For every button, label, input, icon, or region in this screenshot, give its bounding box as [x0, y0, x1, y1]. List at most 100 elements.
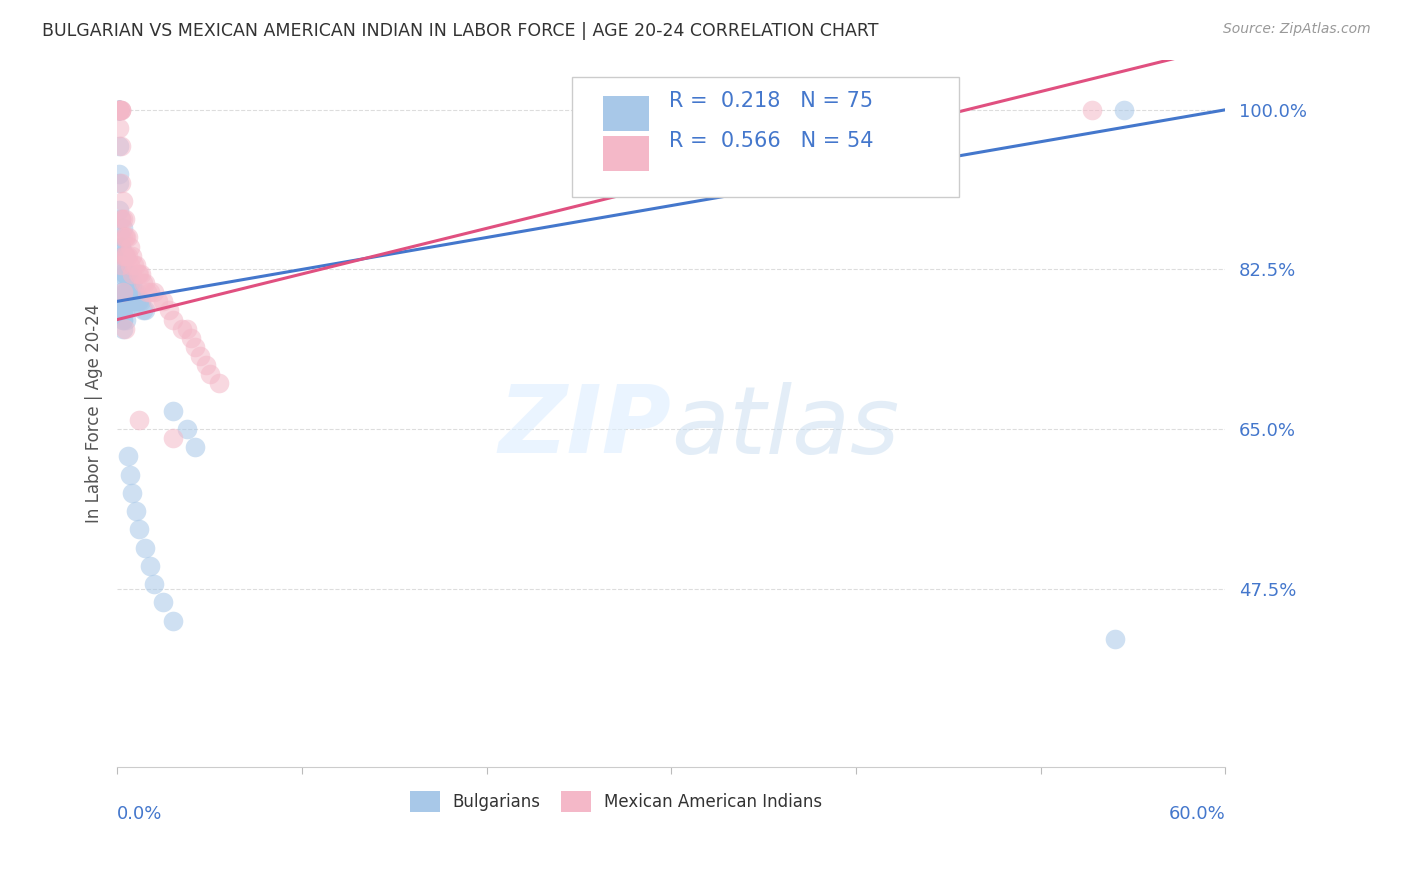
Point: [115, 249, 138, 263]
Point: [111, 303, 134, 318]
Point: [110, 212, 132, 227]
FancyBboxPatch shape: [603, 136, 650, 171]
Point: [110, 103, 132, 117]
Point: [110, 285, 132, 300]
Point: [134, 276, 156, 290]
Point: [120, 258, 142, 272]
Point: [127, 294, 149, 309]
Point: [114, 267, 136, 281]
Point: [110, 285, 132, 300]
Point: [114, 322, 136, 336]
Point: [111, 230, 134, 244]
Point: [162, 404, 184, 418]
Point: [110, 249, 132, 263]
Point: [121, 276, 143, 290]
Point: [108, 139, 131, 153]
Point: [117, 230, 139, 244]
Point: [114, 267, 136, 281]
Point: [110, 212, 132, 227]
Point: [124, 294, 146, 309]
Text: R =  0.566   N = 54: R = 0.566 N = 54: [669, 131, 873, 151]
Point: [111, 294, 134, 309]
Point: [110, 103, 132, 117]
Point: [1081, 103, 1104, 117]
Point: [139, 558, 162, 573]
Point: [111, 221, 134, 235]
Point: [143, 285, 166, 300]
Point: [152, 294, 174, 309]
Text: atlas: atlas: [671, 382, 900, 473]
Point: [122, 285, 145, 300]
Point: [121, 486, 143, 500]
Point: [170, 322, 193, 336]
Point: [111, 322, 134, 336]
Point: [208, 376, 231, 391]
Point: [114, 285, 136, 300]
Point: [111, 285, 134, 300]
Point: [110, 294, 132, 309]
Point: [108, 121, 131, 136]
Point: [108, 167, 131, 181]
Point: [128, 413, 150, 427]
Point: [194, 358, 217, 372]
Point: [120, 285, 142, 300]
Point: [121, 249, 143, 263]
Point: [135, 285, 157, 300]
Point: [1104, 632, 1126, 646]
Point: [146, 294, 169, 309]
Point: [110, 303, 132, 318]
Point: [108, 103, 131, 117]
Point: [122, 294, 145, 309]
Point: [176, 422, 198, 436]
Point: [132, 303, 155, 318]
Point: [117, 294, 139, 309]
Point: [108, 103, 131, 117]
Point: [162, 614, 184, 628]
Point: [114, 303, 136, 318]
Point: [128, 267, 150, 281]
Point: [108, 103, 131, 117]
FancyBboxPatch shape: [572, 78, 959, 197]
Point: [114, 230, 136, 244]
Text: 0.0%: 0.0%: [117, 805, 163, 823]
Point: [122, 258, 145, 272]
Text: 60.0%: 60.0%: [1168, 805, 1226, 823]
Point: [110, 239, 132, 253]
Point: [108, 103, 131, 117]
Point: [117, 267, 139, 281]
Point: [184, 340, 207, 354]
Text: R =  0.218   N = 75: R = 0.218 N = 75: [669, 91, 873, 111]
Point: [124, 504, 146, 518]
Point: [157, 303, 180, 318]
Point: [110, 267, 132, 281]
Point: [120, 239, 142, 253]
Point: [110, 239, 132, 253]
Point: [108, 103, 131, 117]
Point: [162, 431, 184, 445]
Point: [115, 285, 138, 300]
Point: [114, 212, 136, 227]
Point: [114, 294, 136, 309]
Point: [143, 577, 166, 591]
Point: [111, 194, 134, 208]
Point: [117, 450, 139, 464]
Point: [115, 230, 138, 244]
Point: [108, 103, 131, 117]
Point: [108, 103, 131, 117]
Point: [108, 103, 131, 117]
Point: [115, 267, 138, 281]
Point: [117, 285, 139, 300]
Point: [152, 595, 174, 609]
Point: [111, 249, 134, 263]
Point: [184, 440, 207, 454]
Point: [120, 467, 142, 482]
Point: [110, 258, 132, 272]
Y-axis label: In Labor Force | Age 20-24: In Labor Force | Age 20-24: [86, 303, 103, 523]
Point: [188, 349, 211, 363]
Point: [139, 285, 162, 300]
Point: [110, 258, 132, 272]
FancyBboxPatch shape: [603, 95, 650, 130]
Point: [115, 267, 138, 281]
Point: [127, 267, 149, 281]
Point: [115, 312, 138, 326]
